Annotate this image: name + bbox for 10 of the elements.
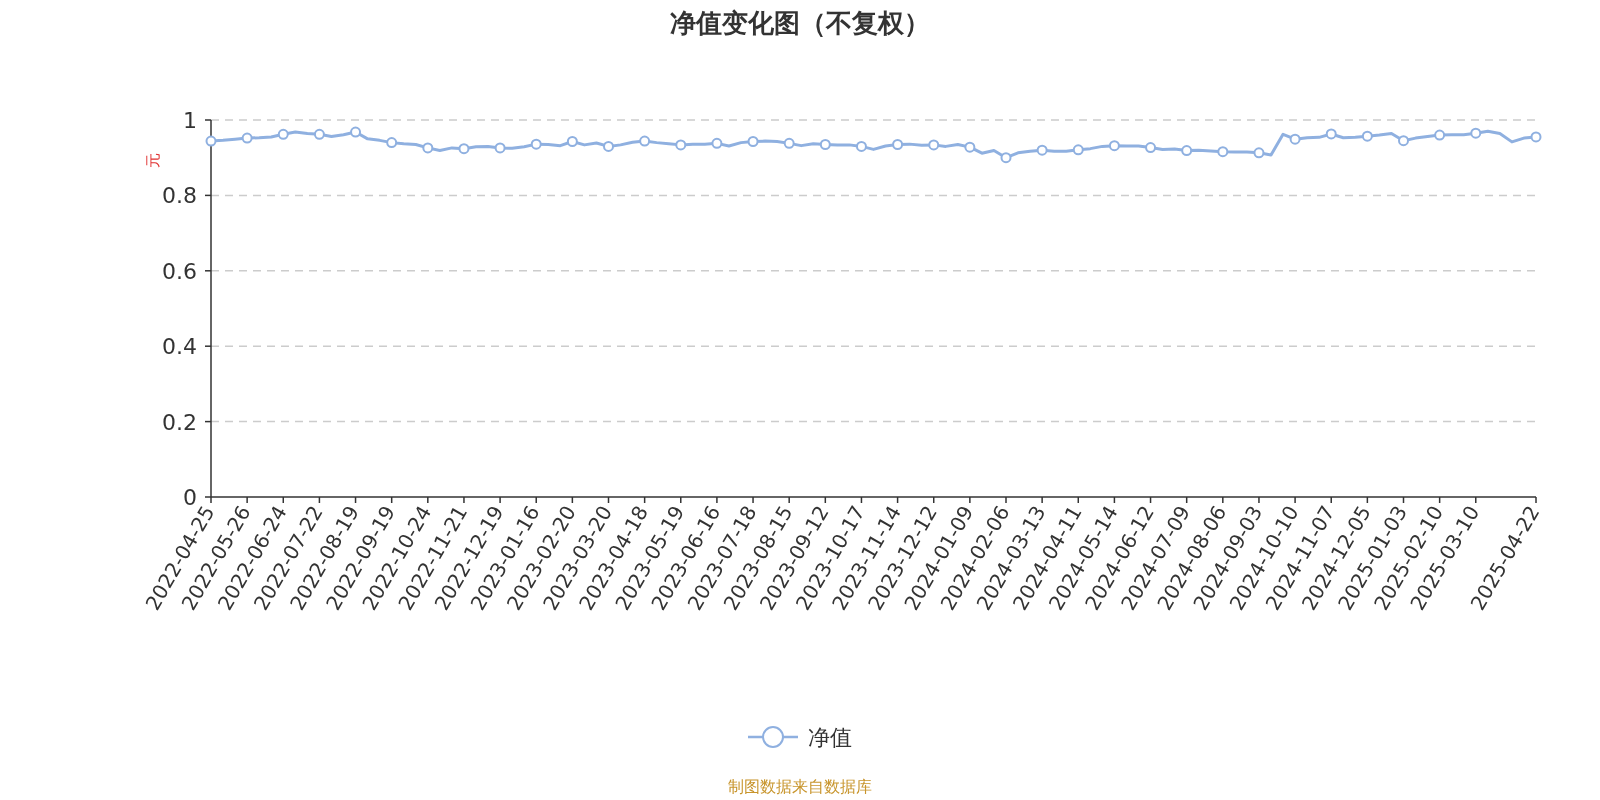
y-tick-label: 0.4	[162, 334, 197, 360]
text: 制图数据来自数据库	[728, 777, 872, 796]
chart-title: 净值变化图（不复权）	[670, 8, 930, 38]
y-tick-label: 0.6	[162, 258, 197, 284]
y-tick-label: 0.2	[162, 409, 197, 435]
y-tick-label: 0	[183, 485, 197, 510]
y-axis-title: 元	[144, 152, 162, 168]
y-tick-label: 0.8	[162, 183, 197, 209]
y-tick-label: 1	[183, 108, 197, 133]
legend-label: 净值	[808, 725, 852, 750]
